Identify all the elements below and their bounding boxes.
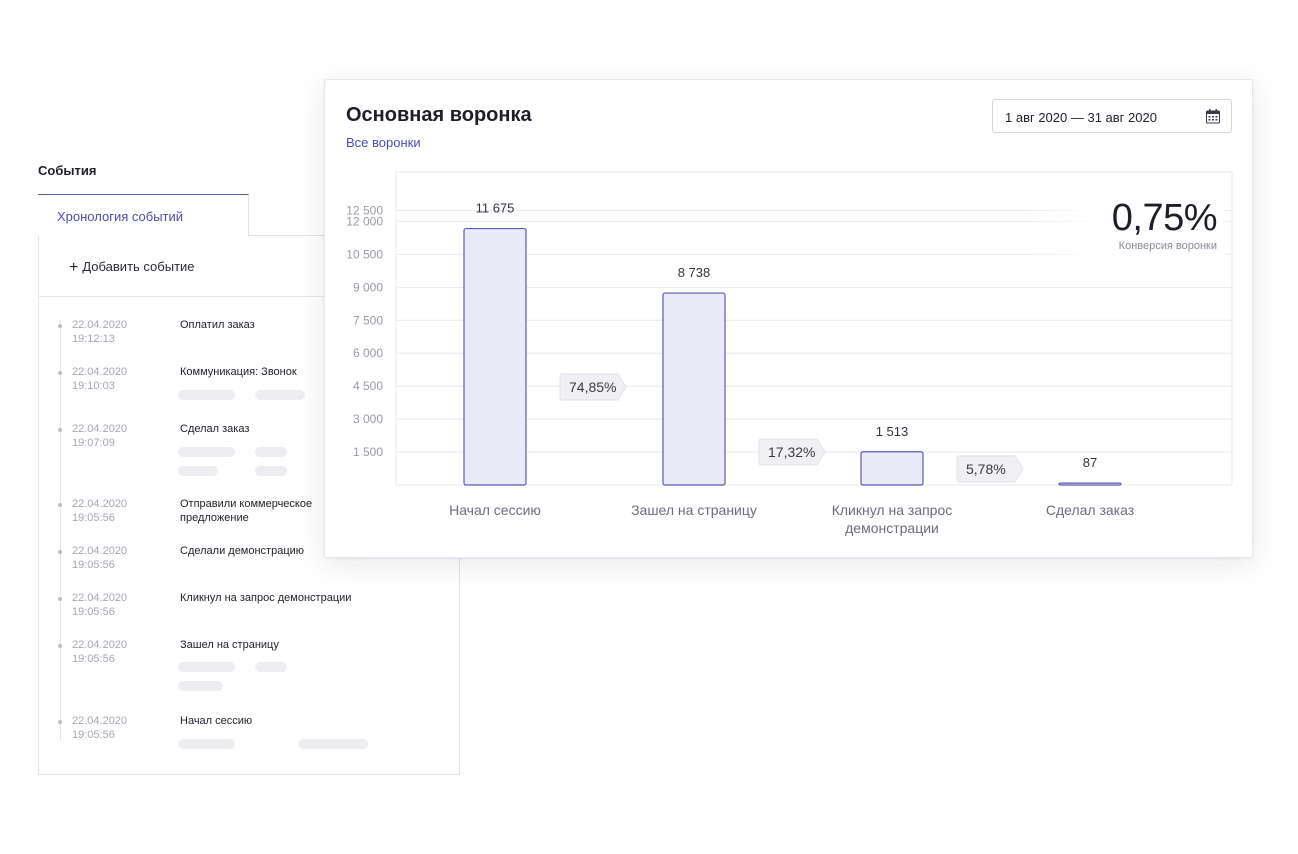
divider (39, 296, 459, 297)
date-range-picker[interactable]: 1 авг 2020 — 31 авг 2020 (992, 99, 1232, 133)
placeholder-bar (178, 681, 223, 691)
event-name: Отправили коммерческое предложение (180, 498, 313, 524)
conversion-label: Конверсия воронки (1118, 240, 1217, 252)
bar-value-label: 1 513 (876, 424, 909, 439)
y-tick-label: 12 000 (346, 214, 383, 228)
y-tick-label: 7 500 (353, 313, 383, 327)
y-tick-label: 4 500 (353, 379, 383, 393)
funnel-title: Основная воронка (346, 104, 532, 126)
tab-label: Хронология событий (57, 209, 184, 224)
placeholder-bar (255, 662, 287, 672)
x-category-label: Зашел на страницу (631, 502, 757, 518)
event-name: Начал сессию (180, 715, 253, 727)
tab-events-timeline[interactable]: Хронология событий (38, 194, 249, 236)
step-conversion-label: 5,78% (966, 461, 1006, 477)
event-datetime: 22.04.2020 19:12:13 (72, 319, 128, 345)
y-tick-label: 12 500 (346, 203, 383, 217)
step-conversion-label: 74,85% (569, 379, 616, 395)
step-conversion-badge (559, 373, 627, 401)
y-tick-label: 1 500 (353, 445, 383, 459)
y-tick-label: 10 500 (346, 247, 383, 261)
event-datetime: 22.04.2020 19:05:56 (72, 498, 128, 524)
placeholder-bar (178, 662, 235, 672)
conversion-value: 0,75% (1111, 197, 1218, 239)
x-category-label: Кликнул на запрос (832, 502, 953, 518)
placeholder-bar (255, 390, 305, 400)
event-datetime: 22.04.2020 19:05:56 (72, 545, 128, 571)
timeline-dot (58, 720, 62, 724)
funnel-bar (1058, 482, 1122, 486)
conversion-backdrop (1025, 188, 1225, 268)
event-datetime: 22.04.2020 19:05:56 (72, 639, 128, 665)
timeline-dot (58, 503, 62, 507)
timeline-dot (58, 597, 62, 601)
x-category-label: Начал сессию (449, 502, 541, 518)
funnel-bar (463, 227, 527, 486)
event-datetime: 22.04.2020 19:10:03 (72, 366, 128, 392)
bar-value-label: 87 (1083, 455, 1097, 470)
add-event-button[interactable]: + Добавить событие (69, 258, 195, 276)
funnel-chart: 1 500 3 000 4 500 6 000 7 500 9 000 10 500 12 0… (346, 171, 1233, 536)
placeholder-bar (255, 447, 287, 457)
event-name: Сделали демонстрацию (180, 545, 305, 557)
event-datetime: 22.04.2020 19:05:56 (72, 715, 128, 741)
event-name: Оплатил заказ (180, 319, 255, 331)
placeholder-bar (298, 739, 368, 749)
timeline-dot (58, 550, 62, 554)
bar-value-label: 8 738 (678, 265, 711, 280)
y-tick-label: 6 000 (353, 346, 383, 360)
placeholder-bar (255, 466, 287, 476)
step-conversion-badge (758, 438, 826, 466)
y-tick-label: 3 000 (353, 412, 383, 426)
event-name: Коммуникация: Звонок (180, 366, 297, 378)
event-datetime: 22.04.2020 19:05:56 (72, 592, 128, 618)
event-name: Кликнул на запрос демонстрации (180, 592, 352, 604)
event-name: Зашел на страницу (180, 639, 279, 651)
add-event-label: Добавить событие (82, 259, 195, 274)
timeline-dot (58, 644, 62, 648)
placeholder-bar (178, 739, 235, 749)
all-funnels-link[interactable]: Все воронки (346, 135, 421, 150)
x-category-label: Сделал заказ (1046, 502, 1134, 518)
events-title: События (38, 163, 97, 178)
timeline-dot (58, 324, 62, 328)
plus-icon: + (69, 259, 79, 276)
step-conversion-label: 17,32% (768, 444, 815, 460)
placeholder-bar (178, 447, 235, 457)
timeline-dot (58, 371, 62, 375)
funnel-bar (662, 292, 726, 486)
timeline-line (60, 321, 61, 741)
event-name: Сделал заказ (180, 423, 250, 435)
funnel-bar (860, 451, 924, 486)
tab-bar: Хронология событий (38, 194, 460, 236)
calendar-icon (1206, 109, 1220, 124)
step-conversion-badge (956, 455, 1024, 483)
y-tick-label: 9 000 (353, 280, 383, 294)
x-category-label: демонстрации (845, 520, 939, 536)
funnel-card: Основная воронка Все воронки 1 авг 2020 … (324, 79, 1253, 558)
timeline-dot (58, 428, 62, 432)
placeholder-bar (178, 466, 218, 476)
placeholder-bar (178, 390, 235, 400)
event-datetime: 22.04.2020 19:07:09 (72, 423, 128, 449)
date-range-value: 1 авг 2020 — 31 авг 2020 (1005, 110, 1157, 125)
bar-value-label: 11 675 (476, 201, 515, 216)
